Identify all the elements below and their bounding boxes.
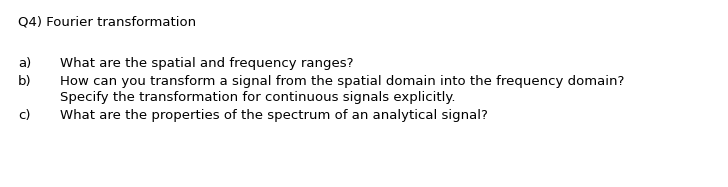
- Text: c): c): [18, 109, 31, 122]
- Text: What are the properties of the spectrum of an analytical signal?: What are the properties of the spectrum …: [60, 109, 488, 122]
- Text: How can you transform a signal from the spatial domain into the frequency domain: How can you transform a signal from the …: [60, 75, 625, 88]
- Text: Specify the transformation for continuous signals explicitly.: Specify the transformation for continuou…: [60, 91, 456, 104]
- Text: Q4) Fourier transformation: Q4) Fourier transformation: [18, 15, 196, 28]
- Text: b): b): [18, 75, 31, 88]
- Text: What are the spatial and frequency ranges?: What are the spatial and frequency range…: [60, 57, 354, 70]
- Text: a): a): [18, 57, 31, 70]
